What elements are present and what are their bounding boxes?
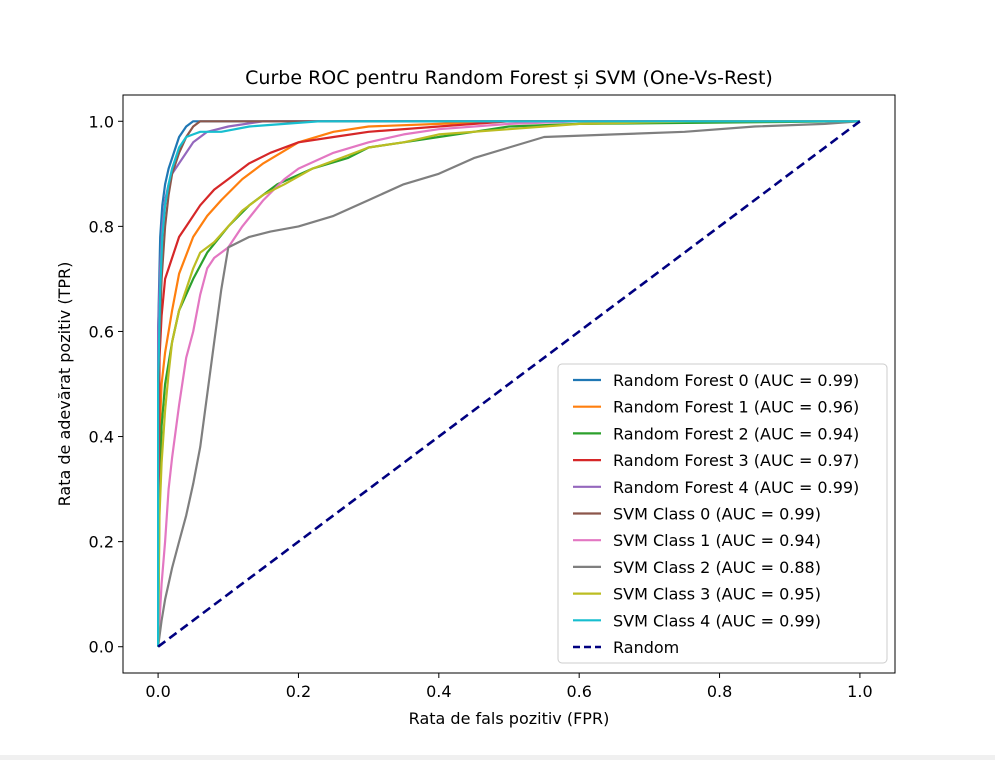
- x-tick-label: 0.8: [707, 682, 732, 701]
- y-tick-label: 1.0: [89, 112, 114, 131]
- legend-box: [557, 363, 888, 664]
- y-tick-label: 0.0: [89, 638, 114, 657]
- x-tick-label: 1.0: [847, 682, 872, 701]
- x-tick-label: 0.4: [426, 682, 451, 701]
- y-axis-ticks: 0.0 0.2 0.4 0.6 0.8 1.0: [89, 112, 123, 657]
- legend-items: Random Forest 0 (AUC = 0.99) Random Fores…: [573, 371, 859, 657]
- legend-label: Random: [613, 638, 679, 657]
- x-tick-label: 0.2: [286, 682, 311, 701]
- y-tick-label: 0.2: [89, 533, 114, 552]
- bottom-strip: [0, 755, 995, 760]
- series-line-1: [157, 120, 860, 647]
- y-tick-label: 0.6: [89, 322, 114, 341]
- legend-label: Random Forest 3 (AUC = 0.97): [613, 451, 859, 470]
- legend-label: SVM Class 1 (AUC = 0.94): [613, 531, 821, 550]
- legend-label: SVM Class 3 (AUC = 0.95): [613, 585, 821, 604]
- x-axis-label: Rata de fals pozitiv (FPR): [409, 709, 610, 728]
- series-line-7: [157, 120, 860, 647]
- chart-title: Curbe ROC pentru Random Forest și SVM (O…: [245, 67, 773, 89]
- legend-label: Random Forest 0 (AUC = 0.99): [613, 371, 859, 390]
- legend-label: SVM Class 4 (AUC = 0.99): [613, 611, 821, 630]
- series-line-0: [157, 120, 860, 647]
- series-line-8: [157, 120, 860, 647]
- legend-label: SVM Class 0 (AUC = 0.99): [613, 505, 821, 524]
- x-axis-ticks: 0.0 0.2 0.4 0.6 0.8 1.0: [145, 673, 873, 701]
- legend-label: Random Forest 1 (AUC = 0.96): [613, 398, 859, 417]
- legend: Random Forest 0 (AUC = 0.99) Random Fores…: [557, 363, 888, 664]
- y-axis-label: Rata de adevărat pozitiv (TPR): [55, 262, 74, 507]
- legend-label: Random Forest 4 (AUC = 0.99): [613, 478, 859, 497]
- legend-label: SVM Class 2 (AUC = 0.88): [613, 558, 821, 577]
- series-line-9: [157, 120, 860, 647]
- y-tick-label: 0.4: [89, 428, 114, 447]
- series-layer: [157, 120, 861, 648]
- x-tick-label: 0.6: [566, 682, 591, 701]
- series-line-10: [157, 120, 861, 648]
- y-tick-label: 0.8: [89, 217, 114, 236]
- legend-label: Random Forest 2 (AUC = 0.94): [613, 424, 859, 443]
- plot-frame: [122, 94, 896, 674]
- x-tick-label: 0.0: [145, 682, 170, 701]
- series-line-3: [157, 120, 860, 647]
